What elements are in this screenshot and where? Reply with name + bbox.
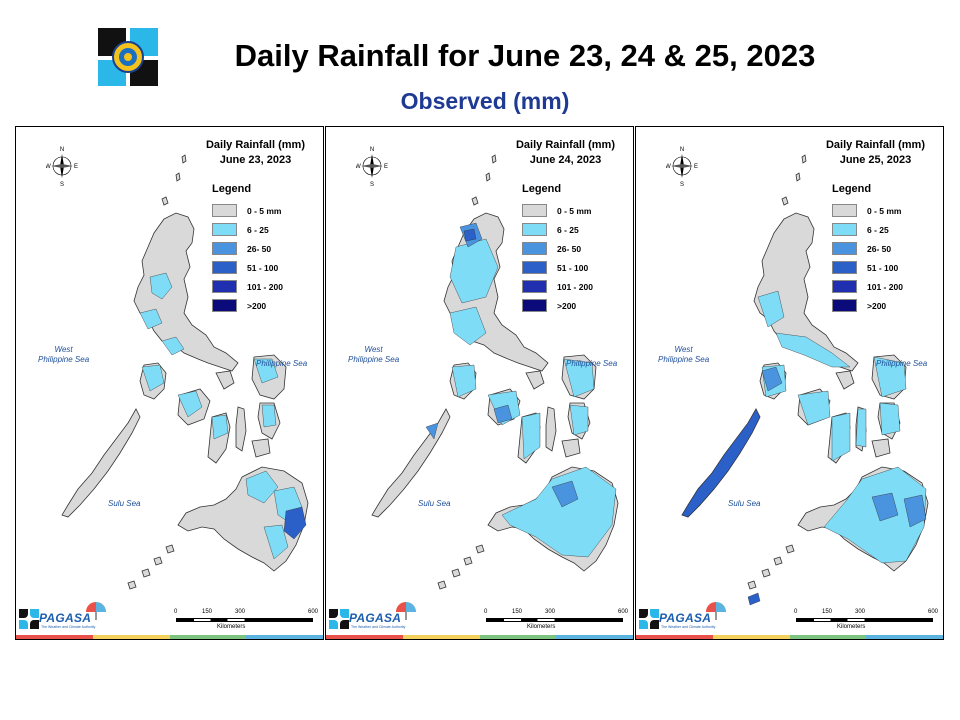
compass-e: E xyxy=(384,164,388,170)
compass-w: W xyxy=(46,164,51,170)
legend-title: Legend xyxy=(522,183,562,195)
legend-item: >200 xyxy=(522,296,622,315)
compass-s: S xyxy=(60,182,64,187)
pagasa-icon xyxy=(19,609,39,629)
philippines-map-june-24 xyxy=(371,154,619,590)
panel-title: Daily Rainfall (mm) June 25, 2023 xyxy=(825,139,925,166)
legend-item: 26- 50 xyxy=(832,239,932,258)
legend-item: >200 xyxy=(212,296,312,315)
legend-item: 0 - 5 mm xyxy=(522,201,622,220)
west-philippine-sea-label: West Philippine Sea xyxy=(348,345,400,364)
map-panel-june-23: Daily Rainfall (mm) June 23, 2023 N S W … xyxy=(15,126,324,640)
map-panels: Daily Rainfall (mm) June 23, 2023 N S W … xyxy=(15,126,944,640)
footer-stripe xyxy=(636,635,943,639)
legend-item: 26- 50 xyxy=(522,239,622,258)
legend-item: 26- 50 xyxy=(212,239,312,258)
sulu-sea-label: Sulu Sea xyxy=(108,499,141,508)
sulu-sea-label: Sulu Sea xyxy=(418,499,451,508)
compass-n: N xyxy=(680,147,684,153)
pagasa-logo: PAGASA The Weather and Climate Authority xyxy=(19,601,107,633)
rainfall-zones xyxy=(139,272,303,560)
compass-w: W xyxy=(356,164,361,170)
legend-item: 6 - 25 xyxy=(832,220,932,239)
scale-bar: 0 150 300 600 Kilometers xyxy=(794,609,939,630)
compass-s: S xyxy=(680,182,684,187)
umbrella-icon xyxy=(396,602,416,620)
map-panel-june-25: Daily Rainfall (mm) June 25, 2023 N S W … xyxy=(635,126,944,640)
compass-s: S xyxy=(370,182,374,187)
page-subtitle: Observed (mm) xyxy=(400,88,570,114)
pagasa-icon xyxy=(329,609,349,629)
legend-item: 51 - 100 xyxy=(522,258,622,277)
legend-item: 6 - 25 xyxy=(522,220,622,239)
legend: Legend 0 - 5 mm 6 - 25 26- 50 51 - 100 1… xyxy=(212,183,312,315)
map-panel-june-24: Daily Rainfall (mm) June 24, 2023 N S W … xyxy=(325,126,634,640)
heavy-rain-zone xyxy=(283,506,307,540)
sulu-sea-label: Sulu Sea xyxy=(728,499,761,508)
scale-bar: 0 150 300 600 Kilometers xyxy=(484,609,629,630)
philippines-map-june-23 xyxy=(61,154,309,590)
legend-item: 51 - 100 xyxy=(212,258,312,277)
west-philippine-sea-label: West Philippine Sea xyxy=(38,345,90,364)
west-philippine-sea-label: West Philippine Sea xyxy=(658,345,710,364)
compass-rose-icon: N S W E xyxy=(356,147,388,187)
philippines-map-june-25 xyxy=(681,154,929,606)
heavy-rain-zones xyxy=(425,222,579,508)
legend-title: Legend xyxy=(212,183,252,195)
palawan-heavy-rain xyxy=(681,408,761,518)
legend: Legend 0 - 5 mm 6 - 25 26- 50 51 - 100 1… xyxy=(832,183,932,315)
scale-bar: 0 150 300 600 Kilometers xyxy=(174,609,319,630)
footer-stripe xyxy=(16,635,323,639)
legend-item: 101 - 200 xyxy=(522,277,622,296)
legend-item: 101 - 200 xyxy=(832,277,932,296)
compass-rose-icon: N S W E xyxy=(46,147,78,187)
legend-item: 101 - 200 xyxy=(212,277,312,296)
legend: Legend 0 - 5 mm 6 - 25 26- 50 51 - 100 1… xyxy=(522,183,622,315)
footer-stripe xyxy=(326,635,633,639)
pagasa-logo: PAGASA The Weather and Climate Authority xyxy=(639,601,727,633)
philippine-sea-label: Philippine Sea xyxy=(256,359,308,368)
philippine-sea-label: Philippine Sea xyxy=(566,359,618,368)
heavy-rain-zones xyxy=(761,366,927,528)
philippine-sea-label: Philippine Sea xyxy=(876,359,928,368)
umbrella-icon xyxy=(706,602,726,620)
umbrella-icon xyxy=(86,602,106,620)
legend-title: Legend xyxy=(832,183,872,195)
compass-e: E xyxy=(694,164,698,170)
panel-title: Daily Rainfall (mm) June 24, 2023 xyxy=(515,139,615,166)
legend-item: 51 - 100 xyxy=(832,258,932,277)
compass-rose-icon: N S W E xyxy=(666,147,698,187)
compass-e: E xyxy=(74,164,78,170)
legend-item: 0 - 5 mm xyxy=(212,201,312,220)
pagasa-icon xyxy=(639,609,659,629)
legend-item: 0 - 5 mm xyxy=(832,201,932,220)
dost-logo xyxy=(96,26,160,88)
compass-n: N xyxy=(60,147,64,153)
legend-item: >200 xyxy=(832,296,932,315)
compass-n: N xyxy=(370,147,374,153)
panel-title: Daily Rainfall (mm) June 23, 2023 xyxy=(205,139,305,166)
pagasa-logo: PAGASA The Weather and Climate Authority xyxy=(329,601,417,633)
page-title: Daily Rainfall for June 23, 24 & 25, 202… xyxy=(234,38,816,73)
compass-w: W xyxy=(666,164,671,170)
legend-item: 6 - 25 xyxy=(212,220,312,239)
